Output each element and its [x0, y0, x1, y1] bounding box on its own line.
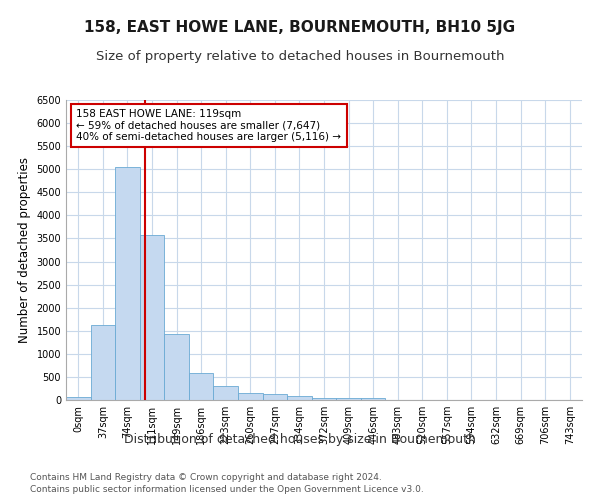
- Bar: [140, 235, 164, 400]
- Text: 158 EAST HOWE LANE: 119sqm
← 59% of detached houses are smaller (7,647)
40% of s: 158 EAST HOWE LANE: 119sqm ← 59% of deta…: [76, 109, 341, 142]
- Bar: [238, 393, 263, 400]
- Text: Contains public sector information licensed under the Open Government Licence v3: Contains public sector information licen…: [30, 485, 424, 494]
- Bar: [263, 394, 287, 400]
- Y-axis label: Number of detached properties: Number of detached properties: [18, 157, 31, 343]
- Bar: [214, 386, 238, 400]
- Text: Contains HM Land Registry data © Crown copyright and database right 2024.: Contains HM Land Registry data © Crown c…: [30, 472, 382, 482]
- Bar: [361, 398, 385, 400]
- Bar: [164, 334, 189, 400]
- Bar: [91, 325, 115, 400]
- Bar: [312, 398, 336, 400]
- Text: 158, EAST HOWE LANE, BOURNEMOUTH, BH10 5JG: 158, EAST HOWE LANE, BOURNEMOUTH, BH10 5…: [85, 20, 515, 35]
- Text: Distribution of detached houses by size in Bournemouth: Distribution of detached houses by size …: [124, 432, 476, 446]
- Bar: [115, 167, 140, 400]
- Bar: [189, 373, 214, 400]
- Bar: [287, 396, 312, 400]
- Text: Size of property relative to detached houses in Bournemouth: Size of property relative to detached ho…: [96, 50, 504, 63]
- Bar: [66, 396, 91, 400]
- Bar: [336, 398, 361, 400]
